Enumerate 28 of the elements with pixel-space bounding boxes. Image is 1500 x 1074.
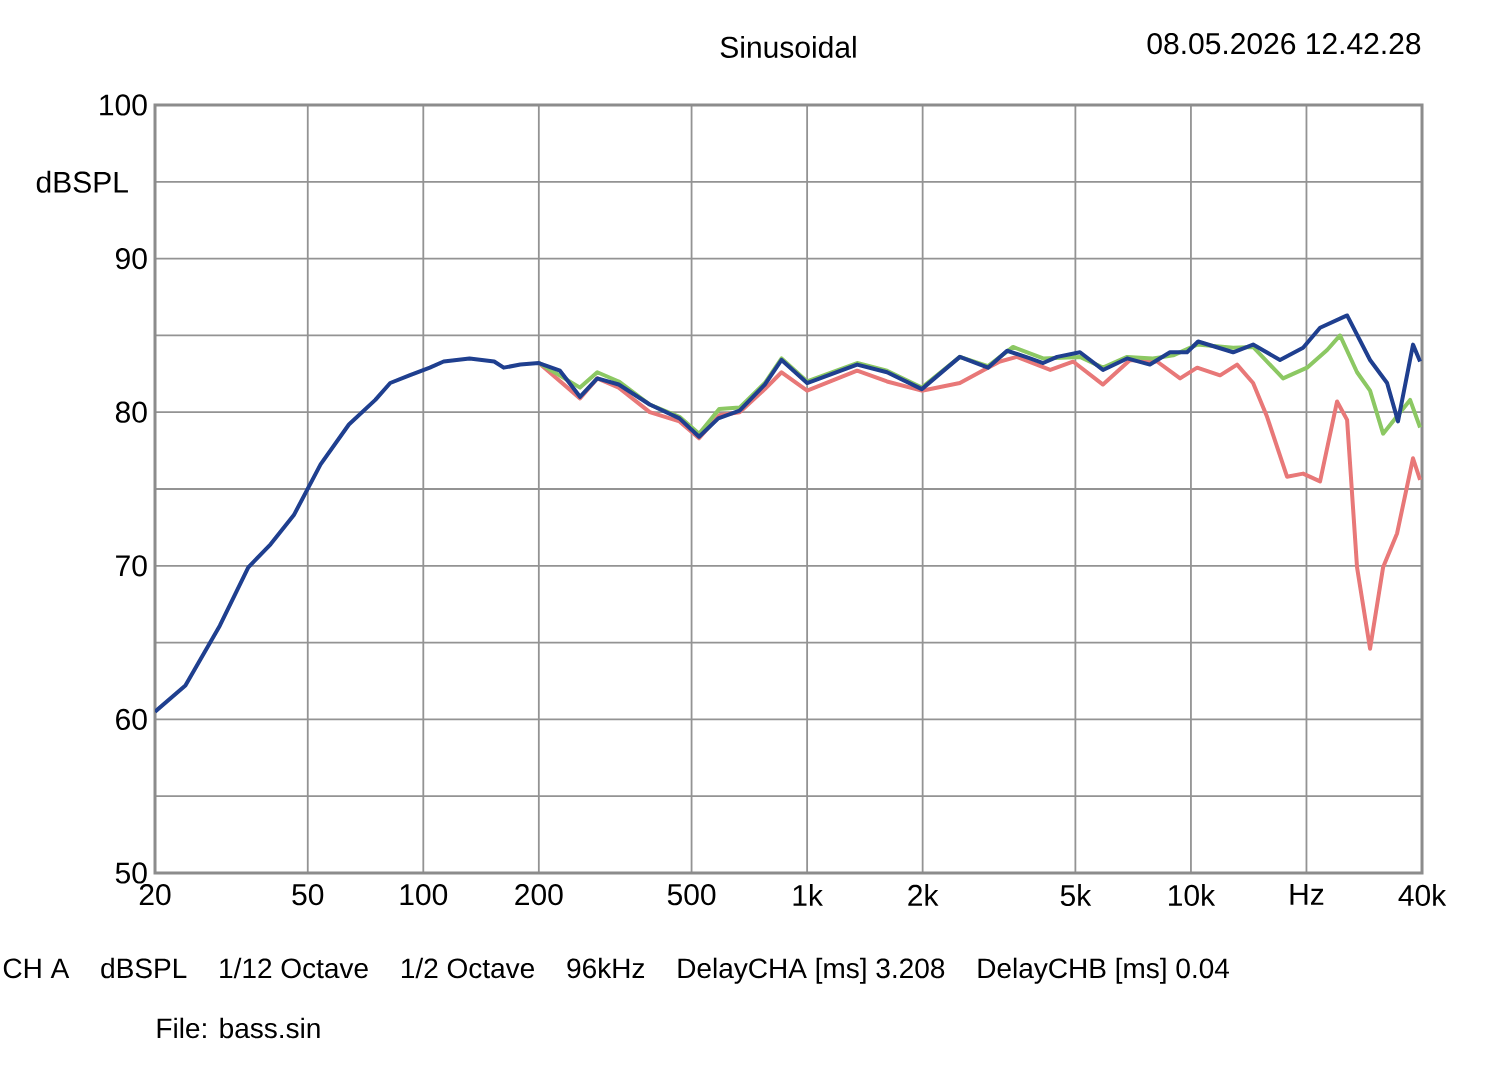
y-axis-title: dBSPL [36,170,128,193]
y-tick-label: 100 [100,94,147,116]
x-tick-label: 500 [667,884,716,906]
x-tick-label: 5k [1060,884,1092,907]
x-tick-label: 1k [793,884,823,906]
text: DelayCHA [ms] 3.208 [678,957,945,984]
x-tick-label: 200 [515,884,563,906]
x-tick-label: Hz [1290,884,1324,905]
text: File: bass.sin [157,1017,320,1039]
y-tick-label: 70 [116,555,147,577]
x-tick-label: 50 [292,884,324,906]
text: CH A [3,958,70,979]
text: 1/12 Octave [220,957,368,979]
y-tick-label: 50 [115,862,147,884]
text: DelayCHB [ms] 0.04 [978,957,1230,984]
text: 1/2 Octave [401,957,534,979]
x-tick-label: 2k [908,884,939,906]
chart-title: Sinusoidal [720,35,856,58]
x-tick-label: 10k [1169,884,1216,907]
y-tick-label: 60 [116,708,147,730]
text: dBSPL [101,957,187,979]
y-tick-label: 80 [115,401,147,423]
x-tick-label: 40k [1398,884,1447,907]
chart-subtitle: 08.05.2026 12.42.28 [1147,33,1421,55]
x-tick-label: 20 [139,884,171,906]
text: 96kHz [567,957,645,979]
x-tick-label: 100 [400,884,448,906]
y-tick-label: 90 [115,247,147,270]
